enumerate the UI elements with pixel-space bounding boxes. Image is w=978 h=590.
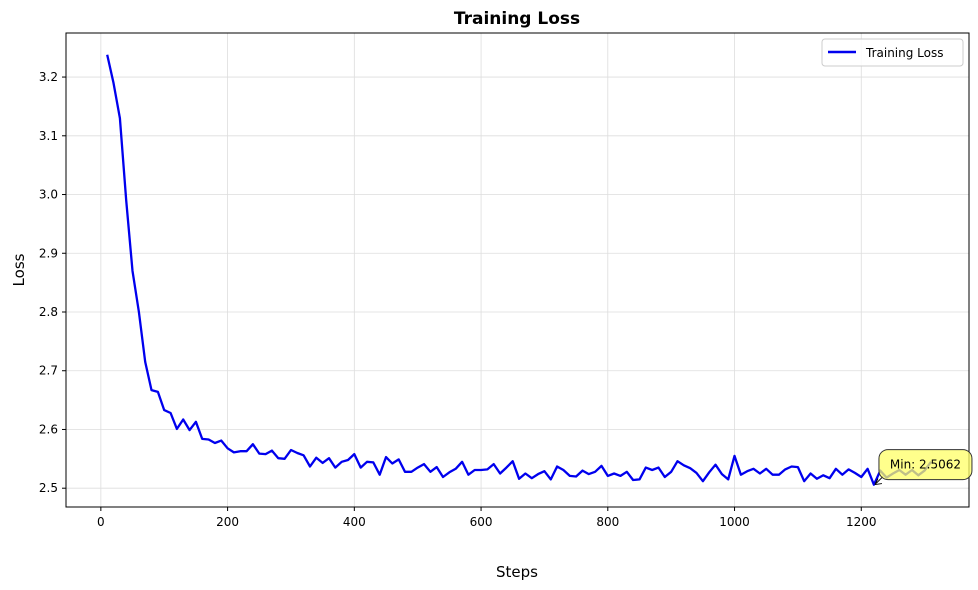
y-tick-label: 3.2 bbox=[39, 70, 58, 84]
y-axis-ticks: 2.5 2.6 2.7 2.8 2.9 3.0 3.1 3.2 bbox=[39, 70, 66, 495]
x-axis-label: Steps bbox=[496, 563, 538, 581]
annotation-box bbox=[878, 449, 973, 481]
min-annotation: Min: 2.5062 bbox=[874, 449, 973, 486]
x-tick-label: 400 bbox=[343, 515, 366, 529]
legend-label: Training Loss bbox=[865, 46, 943, 60]
y-tick-label: 2.6 bbox=[39, 422, 58, 436]
y-tick-label: 3.1 bbox=[39, 129, 58, 143]
plot-area bbox=[106, 54, 932, 486]
chart-title: Training Loss bbox=[454, 9, 580, 29]
y-tick-label: 2.7 bbox=[39, 364, 58, 378]
grid bbox=[66, 33, 969, 507]
y-tick-label: 2.8 bbox=[39, 305, 58, 319]
plot-frame bbox=[65, 32, 970, 508]
x-tick-label: 1000 bbox=[719, 515, 750, 529]
annotation-arrowhead bbox=[874, 478, 883, 486]
y-tick-label: 2.5 bbox=[39, 481, 58, 495]
x-tick-label: 600 bbox=[470, 515, 493, 529]
x-tick-label: 0 bbox=[97, 515, 105, 529]
y-tick-label: 2.9 bbox=[39, 246, 58, 260]
legend-box bbox=[821, 38, 964, 67]
x-tick-label: 200 bbox=[216, 515, 239, 529]
x-tick-label: 800 bbox=[596, 515, 619, 529]
x-tick-label: 1200 bbox=[846, 515, 877, 529]
annotation-text: Min: 2.5062 bbox=[890, 458, 961, 472]
x-axis-ticks: 0 200 400 600 800 1000 1200 bbox=[97, 507, 877, 529]
y-axis-label: Loss bbox=[10, 253, 28, 286]
legend: Training Loss bbox=[821, 38, 964, 67]
series-line-training-loss bbox=[106, 54, 932, 486]
y-tick-label: 3.0 bbox=[39, 188, 58, 202]
